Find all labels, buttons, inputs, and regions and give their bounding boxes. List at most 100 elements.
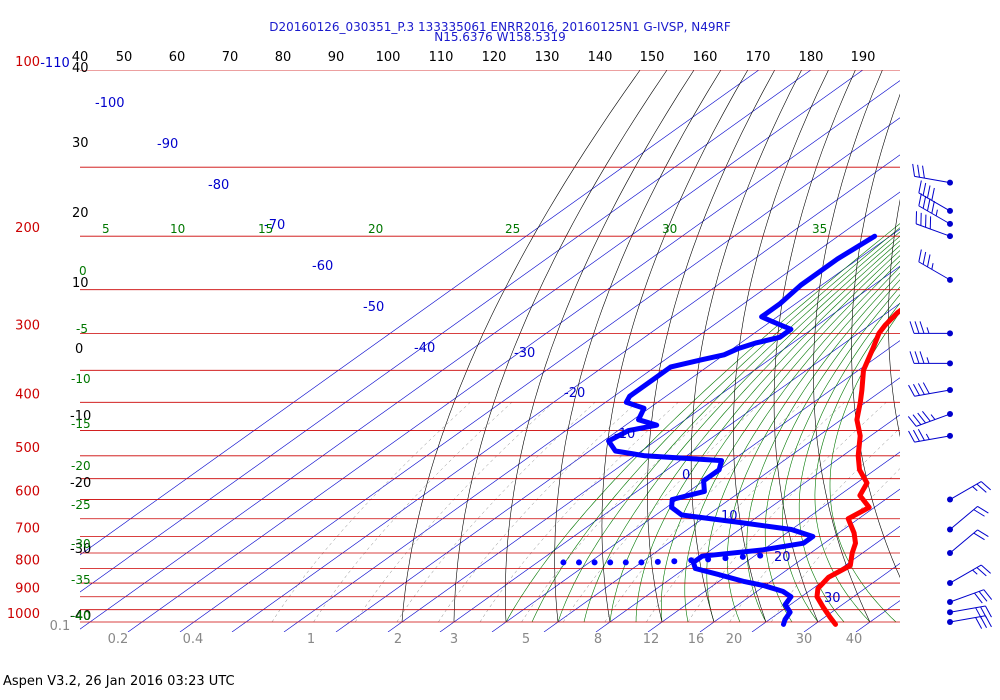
moist-adiabat-line	[798, 294, 900, 623]
mixing-ratio-line	[438, 402, 637, 623]
mixing-ratio-line	[271, 402, 471, 623]
wind-barb-flag	[985, 615, 992, 628]
top-scale-label: 120	[482, 50, 507, 65]
top-scale-label: 80	[275, 50, 292, 65]
dry-adiabat-label: 10	[72, 276, 89, 291]
wind-barb-flag	[918, 180, 922, 194]
wind-barb	[947, 529, 989, 557]
wind-barb-half	[931, 263, 934, 270]
pressure-label: 500	[15, 441, 40, 456]
moist-adiabat-line	[635, 245, 900, 623]
top-scale-label: 90	[328, 50, 345, 65]
isotherm-line	[387, 265, 900, 632]
dry-adiabat-label: -40	[70, 609, 91, 624]
dry-adiabat-line	[453, 70, 668, 622]
wind-barb	[918, 193, 953, 227]
wind-barb	[947, 589, 993, 606]
temperature-profile	[814, 307, 900, 627]
isotherm-line	[231, 154, 900, 632]
wind-barb	[918, 249, 953, 283]
moist-adiabat-label: 25	[505, 222, 520, 236]
wind-barb-half	[925, 433, 930, 440]
wind-barb-flag	[980, 481, 991, 491]
wind-barb-flag	[913, 429, 920, 442]
top-scale-label: 60	[169, 50, 186, 65]
dry-adiabat-line	[851, 93, 900, 579]
wind-barb-flag	[908, 384, 915, 397]
dewpoint-dot	[671, 558, 678, 565]
isotherm-label: -60	[312, 259, 333, 274]
wind-barb-flag	[985, 605, 992, 618]
dry-adiabat-line	[924, 70, 1000, 622]
dewpoint-dot	[654, 558, 661, 565]
wind-barb-flag	[976, 483, 987, 493]
top-scale-label: 50	[116, 50, 133, 65]
wind-barb	[947, 481, 991, 503]
wind-barb-flag	[914, 321, 920, 334]
wind-barb-half	[926, 357, 930, 364]
mixing-ratio-label: 40	[846, 632, 863, 647]
isotherm-label: 10	[721, 509, 738, 524]
top-scale-label: 40	[72, 50, 89, 65]
wind-barb-flag	[922, 182, 927, 196]
wind-barb-flag	[917, 428, 925, 441]
wind-barb-staff	[918, 205, 951, 225]
isotherm-line	[80, 70, 863, 630]
isotherm-line	[179, 117, 900, 632]
isotherm-line	[80, 70, 811, 593]
mixing-ratio-label: 30	[796, 632, 813, 647]
dry-adiabat-label: 40	[72, 61, 89, 76]
wind-barb-flag	[907, 416, 917, 427]
mixing-ratio-label: 1	[307, 632, 315, 647]
moist-adiabat-label: 10	[170, 222, 185, 236]
wind-barb-staff	[949, 605, 986, 613]
wind-barb	[947, 615, 992, 629]
software-footer: Aspen V3.2, 26 Jan 2016 03:23 UTC	[3, 674, 235, 689]
moist-adiabat-line	[814, 302, 900, 623]
dry-adiabat-label: -20	[70, 476, 91, 491]
wind-barb-flag	[983, 589, 993, 600]
mixing-ratio-label: 5	[522, 632, 530, 647]
wind-barb-flag	[931, 200, 935, 214]
wind-barb-staff	[949, 564, 982, 584]
wind-barb-half	[930, 414, 936, 420]
wind-barb-flag	[980, 564, 991, 574]
isotherm-label: -90	[157, 137, 178, 152]
dewpoint-dot	[591, 559, 598, 566]
wind-barb-flag	[917, 412, 926, 424]
wind-barb-flag	[922, 382, 930, 394]
mixing-ratio-line	[396, 402, 596, 623]
top-scale-label: 170	[746, 50, 771, 65]
dewpoint-dot	[622, 559, 629, 566]
wind-barb-flag	[917, 164, 920, 178]
dewpoint-dot	[688, 557, 695, 564]
moist-adiabat-line	[764, 279, 900, 623]
moist-adiabat-label: -5	[76, 322, 88, 336]
pressure-label: 700	[15, 521, 40, 536]
top-scale-label: 110	[429, 50, 454, 65]
wind-barb-flag	[909, 321, 915, 334]
moist-adiabat-label: 15	[258, 222, 273, 236]
dry-adiabat-label: -30	[70, 542, 91, 557]
moist-adiabat-label: 5	[102, 222, 110, 236]
wind-barb-staff	[949, 481, 982, 500]
isotherm-label: -20	[564, 386, 585, 401]
moist-adiabat-label: 30	[662, 222, 677, 236]
isotherm-line	[543, 377, 900, 632]
wind-barb-staff	[914, 435, 951, 443]
isotherm-line	[855, 600, 900, 632]
dewpoint-dot	[560, 559, 567, 566]
moist-adiabat-label: -10	[71, 372, 91, 386]
moist-adiabat-line	[660, 250, 900, 623]
wind-barb-flag	[912, 163, 916, 177]
wind-barb-flag	[976, 567, 987, 577]
wind-barb-staff	[949, 589, 984, 603]
pressure-label: 300	[15, 318, 40, 333]
mixing-ratio-label: 3	[450, 632, 458, 647]
dewpoint-dot	[739, 553, 746, 560]
isotherm-line	[647, 451, 900, 632]
wind-barb-flag	[917, 383, 925, 395]
isotherm-label: -40	[414, 341, 435, 356]
moist-adiabat-line	[782, 286, 900, 623]
wind-barb-flag	[973, 532, 985, 541]
